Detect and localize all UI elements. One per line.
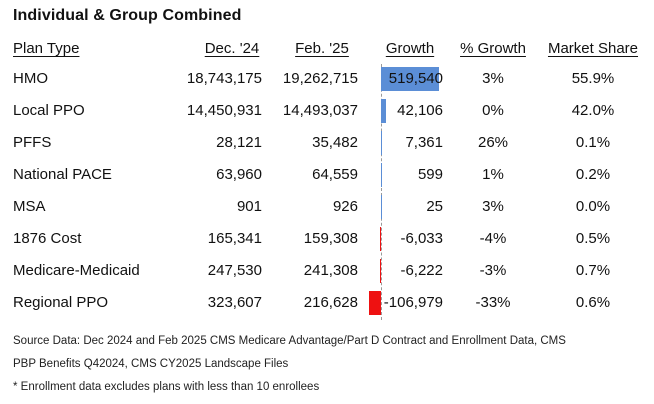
- header-pct-growth: % Growth: [460, 40, 526, 57]
- plan-type-cell: National PACE: [13, 166, 112, 183]
- feb-25-cell: 19,262,715: [282, 70, 358, 87]
- plan-type-cell: HMO: [13, 70, 48, 87]
- dec-24-cell: 165,341: [207, 230, 262, 247]
- header-plan-type: Plan Type: [13, 40, 80, 57]
- growth-cell: -106,979: [383, 294, 443, 311]
- market-share-cell: 0.0%: [575, 198, 611, 215]
- feb-25-cell: 216,628: [303, 294, 358, 311]
- header-feb-25: Feb. '25: [295, 40, 349, 57]
- growth-cell: 599: [417, 166, 443, 183]
- plan-type-cell: Medicare-Medicaid: [13, 262, 140, 279]
- growth-cell: 42,106: [397, 102, 443, 119]
- feb-25-cell: 926: [332, 198, 358, 215]
- feb-25-cell: 159,308: [303, 230, 358, 247]
- growth-data-bar: [380, 259, 381, 283]
- growth-cell: -6,033: [400, 230, 443, 247]
- growth-cell: 519,540: [388, 70, 443, 87]
- dec-24-cell: 18,743,175: [186, 70, 262, 87]
- market-share-cell: 0.7%: [575, 262, 611, 279]
- header-growth: Growth: [385, 40, 435, 57]
- growth-cell: 7,361: [405, 134, 443, 151]
- plan-type-cell: 1876 Cost: [13, 230, 82, 247]
- pct-growth-cell: 3%: [482, 198, 504, 215]
- exclusion-note: * Enrollment data excludes plans with le…: [13, 381, 320, 393]
- market-share-cell: 0.5%: [575, 230, 611, 247]
- header-market-share: Market Share: [547, 40, 639, 57]
- header-dec-24: Dec. '24: [204, 40, 260, 57]
- market-share-cell: 55.9%: [571, 70, 615, 87]
- market-share-cell: 42.0%: [571, 102, 615, 119]
- pct-growth-cell: 26%: [477, 134, 509, 151]
- table-title: Individual & Group Combined: [13, 7, 242, 24]
- source-note-line-2: PBP Benefits Q42024, CMS CY2025 Landscap…: [13, 358, 289, 370]
- growth-bar-axis: [381, 64, 382, 320]
- growth-data-bar: [381, 195, 382, 219]
- market-share-cell: 0.1%: [575, 134, 611, 151]
- plan-type-cell: Regional PPO: [13, 294, 109, 311]
- pct-growth-cell: -3%: [479, 262, 507, 279]
- plan-type-cell: Local PPO: [13, 102, 85, 119]
- dec-24-cell: 901: [236, 198, 262, 215]
- growth-data-bar: [381, 131, 382, 155]
- feb-25-cell: 35,482: [312, 134, 358, 151]
- dec-24-cell: 14,450,931: [186, 102, 262, 119]
- growth-data-bar: [380, 227, 381, 251]
- market-share-cell: 0.2%: [575, 166, 611, 183]
- dec-24-cell: 28,121: [216, 134, 262, 151]
- dec-24-cell: 323,607: [207, 294, 262, 311]
- feb-25-cell: 14,493,037: [282, 102, 358, 119]
- growth-data-bar: [369, 291, 381, 315]
- dec-24-cell: 247,530: [207, 262, 262, 279]
- feb-25-cell: 241,308: [303, 262, 358, 279]
- dec-24-cell: 63,960: [216, 166, 262, 183]
- market-share-cell: 0.6%: [575, 294, 611, 311]
- pct-growth-cell: -33%: [475, 294, 511, 311]
- growth-cell: 25: [426, 198, 443, 215]
- pct-growth-cell: 3%: [482, 70, 504, 87]
- plan-type-cell: MSA: [13, 198, 46, 215]
- feb-25-cell: 64,559: [312, 166, 358, 183]
- source-note-line-1: Source Data: Dec 2024 and Feb 2025 CMS M…: [13, 335, 566, 347]
- pct-growth-cell: 0%: [482, 102, 504, 119]
- pct-growth-cell: -4%: [479, 230, 507, 247]
- growth-data-bar: [381, 163, 382, 187]
- growth-data-bar: [381, 99, 386, 123]
- growth-cell: -6,222: [400, 262, 443, 279]
- growth-data-bar: [381, 67, 439, 91]
- plan-type-cell: PFFS: [13, 134, 52, 151]
- pct-growth-cell: 1%: [482, 166, 504, 183]
